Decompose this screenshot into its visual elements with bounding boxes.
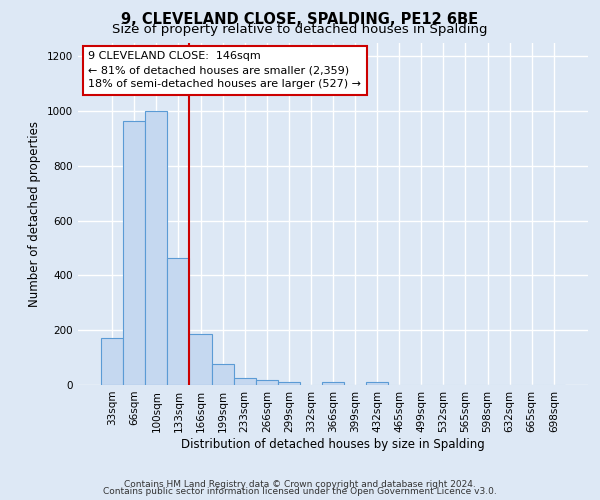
Y-axis label: Number of detached properties: Number of detached properties xyxy=(28,120,41,306)
Text: Size of property relative to detached houses in Spalding: Size of property relative to detached ho… xyxy=(112,24,488,36)
Bar xyxy=(366,382,388,385)
Bar xyxy=(212,364,233,385)
Bar xyxy=(145,111,167,385)
Bar xyxy=(278,382,300,385)
Bar xyxy=(256,380,278,385)
Bar xyxy=(322,382,344,385)
X-axis label: Distribution of detached houses by size in Spalding: Distribution of detached houses by size … xyxy=(181,438,485,450)
Bar xyxy=(167,258,190,385)
Text: Contains public sector information licensed under the Open Government Licence v3: Contains public sector information licen… xyxy=(103,487,497,496)
Text: 9, CLEVELAND CLOSE, SPALDING, PE12 6BE: 9, CLEVELAND CLOSE, SPALDING, PE12 6BE xyxy=(121,12,479,28)
Bar xyxy=(233,378,256,385)
Text: Contains HM Land Registry data © Crown copyright and database right 2024.: Contains HM Land Registry data © Crown c… xyxy=(124,480,476,489)
Bar xyxy=(101,338,123,385)
Bar xyxy=(123,120,145,385)
Text: 9 CLEVELAND CLOSE:  146sqm
← 81% of detached houses are smaller (2,359)
18% of s: 9 CLEVELAND CLOSE: 146sqm ← 81% of detac… xyxy=(88,51,361,89)
Bar xyxy=(190,334,212,385)
